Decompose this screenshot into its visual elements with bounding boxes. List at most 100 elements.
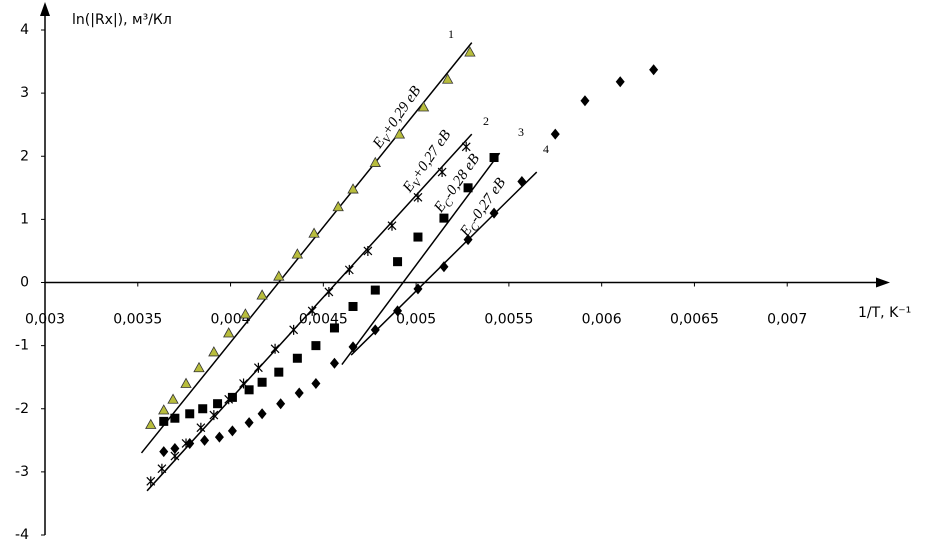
marker [244,417,254,429]
y-tick-label: 0 [20,275,29,291]
annotation-rest: -0,27 eB [467,176,509,227]
marker [387,220,397,231]
x-tick-label: 0,005 [396,312,436,328]
annotation-number: 4 [543,142,549,156]
y-tick-label: 3 [20,85,29,101]
y-tick-label: 2 [20,148,29,164]
marker [146,476,156,487]
x-axis-arrow [876,277,890,288]
marker [270,343,280,354]
marker [489,153,499,163]
marker [348,301,358,311]
marker [289,324,299,335]
y-tick-label: 4 [20,22,29,38]
fit-line [341,152,501,366]
annotation-rest: +0,29 eB [380,84,425,139]
y-tick-label: -4 [15,527,29,542]
marker [463,183,473,193]
marker [244,385,254,395]
marker [180,377,192,388]
x-tick-label: 0,003 [25,312,65,328]
marker [369,156,381,167]
marker [292,353,302,363]
marker [393,305,403,317]
marker [311,341,321,351]
marker [158,404,170,415]
marker [159,416,169,426]
annotation-number: 3 [518,125,524,139]
marker [193,361,205,373]
marker [185,409,195,419]
marker [413,283,423,295]
y-axis-label: ln(|Rx|), м³/Кл [72,12,172,28]
marker [489,207,499,219]
y-tick-label: -3 [15,464,29,480]
marker [276,398,286,410]
marker [308,227,320,238]
marker [461,141,471,152]
marker [185,437,195,449]
marker [227,425,237,437]
fit-line [140,42,473,454]
x-tick-label: 0,0035 [113,312,162,328]
marker [347,183,359,194]
x-tick-label: 0,006 [582,312,622,328]
marker [307,305,317,316]
marker [464,46,476,57]
marker [413,192,423,203]
marker [441,73,454,84]
marker [200,434,210,446]
annotation-rest: +0,27 eB [410,128,455,183]
marker [214,431,224,443]
marker [170,443,180,455]
x-axis-label: 1/T, K⁻¹ [858,305,911,321]
marker [417,101,430,112]
marker [196,422,206,433]
x-tick-label: 0,004 [211,312,251,328]
marker [273,270,285,281]
marker [157,463,167,474]
marker [370,285,380,295]
x-tick-label: 0,007 [767,312,807,328]
marker [370,324,380,336]
marker [239,308,252,319]
marker [198,404,208,414]
y-axis-arrow [40,2,50,16]
marker [145,418,157,429]
marker [329,323,339,333]
marker [257,377,267,387]
y-tick-label: -2 [15,401,29,417]
marker [348,341,358,353]
marker [223,327,235,338]
annotation: EV+0,29 eB [370,84,427,154]
marker [213,399,223,409]
x-tick-label: 0,0055 [484,312,533,328]
marker [393,128,406,139]
marker [159,446,169,458]
annotation-number: 1 [448,27,454,41]
marker [437,167,447,178]
y-tick-label: -1 [15,338,29,354]
marker [580,95,590,107]
marker [208,346,220,357]
marker [294,387,304,399]
marker [324,286,334,297]
marker [649,64,659,76]
annotation-number: 2 [483,114,489,128]
x-tick-label: 0,0065 [670,312,719,328]
marker [363,245,373,256]
marker [332,200,344,212]
marker [615,76,625,88]
marker [170,413,180,423]
marker [344,264,354,275]
marker [439,261,449,273]
marker [413,232,423,242]
marker [517,176,527,187]
marker [311,378,321,389]
marker [329,357,339,369]
marker [550,128,560,140]
marker [257,408,267,420]
marker [253,362,263,373]
marker [393,257,403,267]
